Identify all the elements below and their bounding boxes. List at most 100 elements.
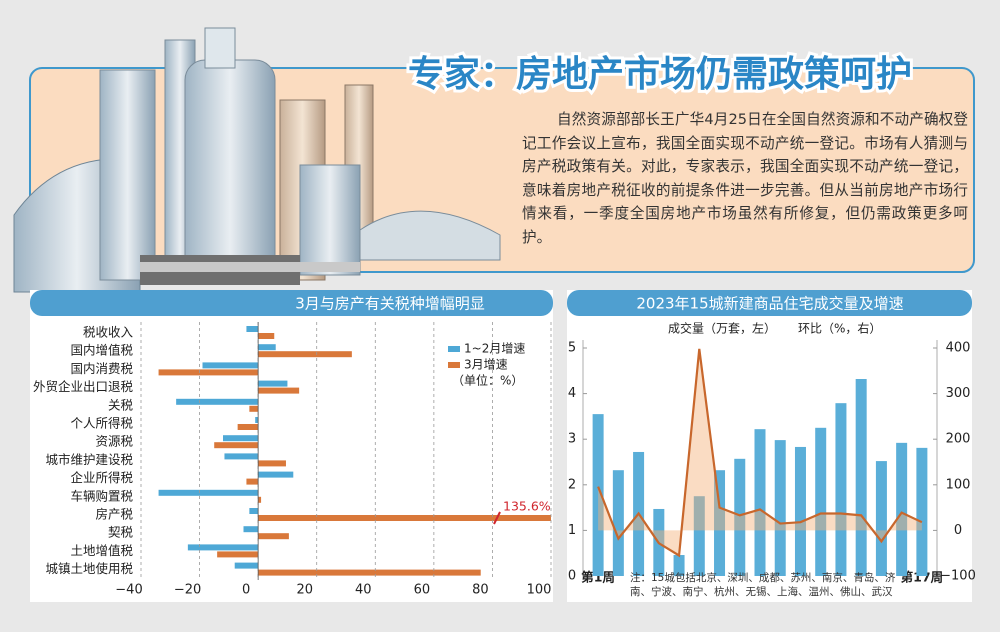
x-tick-label: 80 xyxy=(472,583,489,598)
chart-note: 注：15城包括北京、深圳、成都、苏州、南京、青岛、济南、宁波、南宁、杭州、无锡、… xyxy=(630,572,896,598)
bar xyxy=(258,344,276,351)
bar xyxy=(158,369,259,376)
bar xyxy=(258,351,352,358)
x-tick-label: 0 xyxy=(242,583,250,598)
header-title: 专家：房地产市场仍需政策呵护 xyxy=(408,54,912,95)
bar xyxy=(754,429,766,576)
line xyxy=(597,348,923,558)
bar xyxy=(896,442,908,576)
legend-label: 1~2月增速 xyxy=(464,342,525,356)
left-panel xyxy=(30,290,553,602)
bar xyxy=(875,461,887,576)
bar xyxy=(258,460,286,467)
header-body: 自然资源部部长王广华4月25日在全国自然资源和不动产确权登记工作会议上宣布，我国… xyxy=(522,111,968,246)
unit-note: （单位：%） xyxy=(452,373,523,388)
bar xyxy=(794,446,806,576)
y-tick-label: 契税 xyxy=(108,525,134,540)
bar xyxy=(214,442,259,449)
left-title-bar xyxy=(30,290,553,316)
data-label: 135.6% xyxy=(503,499,551,514)
bar xyxy=(612,470,624,576)
left-chart-title: 3月与房产有关税种增幅明显 xyxy=(295,295,485,313)
y-tick-label: 0 xyxy=(568,569,576,584)
bar xyxy=(258,333,275,339)
bar xyxy=(176,398,259,405)
y-tick-label: 城镇土地使用税 xyxy=(45,561,133,576)
y-tick-label: 国内增值税 xyxy=(70,343,133,358)
bar xyxy=(258,496,262,503)
y-tick-label: 个人所得税 xyxy=(70,416,133,431)
bar xyxy=(592,414,604,576)
y-tick-label: 资源税 xyxy=(95,434,133,449)
bar xyxy=(249,508,259,514)
y2-tick-label: 100 xyxy=(946,477,971,492)
bar xyxy=(258,569,481,576)
right-title-bar xyxy=(567,290,972,316)
y-tick-label: 国内消费税 xyxy=(70,361,133,376)
bar xyxy=(237,424,259,430)
bar xyxy=(246,326,259,332)
bar xyxy=(258,471,294,478)
bar xyxy=(774,440,786,576)
bar xyxy=(243,526,259,533)
x-tick-label: 第17周 xyxy=(901,570,943,585)
legend-label: 环比（%，右） xyxy=(798,321,881,336)
y2-tick-label: −100 xyxy=(940,569,976,584)
x-tick-label: −20 xyxy=(174,583,201,598)
y-tick-label: 外贸企业出口退税 xyxy=(33,379,134,394)
y-tick-label: 车辆购置税 xyxy=(70,488,133,503)
break-mark xyxy=(493,511,501,525)
bar xyxy=(234,562,259,569)
bar xyxy=(258,515,551,521)
bar xyxy=(246,478,259,485)
bar xyxy=(835,403,847,576)
bar xyxy=(714,470,726,576)
bar xyxy=(217,551,259,558)
y2-tick-label: 200 xyxy=(946,432,971,447)
legend-swatch xyxy=(448,346,460,352)
legend-label: 成交量（万套，左） xyxy=(668,321,776,336)
plot xyxy=(158,326,551,576)
bar xyxy=(258,380,288,387)
bar xyxy=(224,453,259,460)
y-tick-label: 1 xyxy=(568,523,576,538)
x-tick-label: 60 xyxy=(414,583,431,598)
y-tick-label: 2 xyxy=(568,477,576,492)
bar xyxy=(916,447,928,576)
y-tick-label: 城市维护建设税 xyxy=(45,452,133,467)
y-tick-label: 企业所得税 xyxy=(70,470,133,485)
bar xyxy=(223,435,259,442)
x-tick-label: −40 xyxy=(115,583,142,598)
bar xyxy=(255,417,259,423)
x-tick-label: 40 xyxy=(355,583,372,598)
y-tick-label: 关税 xyxy=(108,397,134,412)
y2-tick-label: 300 xyxy=(946,386,971,401)
y-tick-label: 3 xyxy=(568,432,576,447)
x-tick-label: 第1周 xyxy=(581,570,615,585)
y-tick-label: 5 xyxy=(568,341,576,356)
y-tick-label: 土地增值税 xyxy=(70,543,133,558)
bar xyxy=(202,362,259,369)
bar xyxy=(815,427,827,576)
bar xyxy=(258,533,289,540)
y-tick-label: 4 xyxy=(568,386,576,401)
x-tick-label: 100 xyxy=(527,583,552,598)
bar xyxy=(249,405,259,412)
right-panel xyxy=(567,290,972,602)
bar xyxy=(187,544,259,551)
right-chart-title: 2023年15城新建商品住宅成交量及增速 xyxy=(636,295,903,313)
y-tick-label: 税收收入 xyxy=(83,325,134,340)
y-tick-label: 房产税 xyxy=(95,507,133,522)
y2-tick-label: 400 xyxy=(946,341,971,356)
x-tick-label: 20 xyxy=(296,583,313,598)
legend-swatch xyxy=(448,362,460,368)
bar xyxy=(734,458,746,576)
bar xyxy=(673,555,685,576)
bar xyxy=(693,496,705,576)
bar xyxy=(855,379,867,576)
line-area xyxy=(598,348,922,556)
bar xyxy=(258,387,300,394)
city-illustration xyxy=(13,27,501,293)
